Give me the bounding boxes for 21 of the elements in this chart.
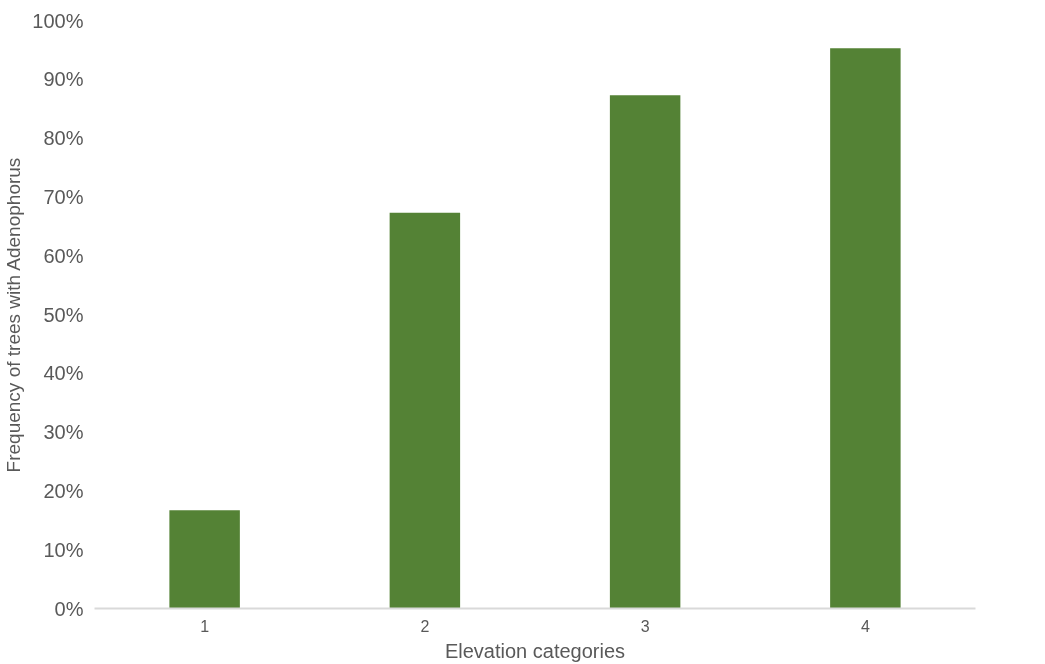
x-tick-label: 4: [860, 617, 870, 635]
bar: [389, 212, 461, 609]
y-tick-label: 50%: [43, 303, 84, 326]
x-tick-label: 2: [420, 617, 430, 635]
y-tick-label: 10%: [43, 538, 84, 561]
y-axis-title: Frequency of trees with Adenophorus: [3, 157, 25, 473]
y-tick-label: 40%: [43, 362, 84, 385]
y-tick-label: 70%: [43, 185, 84, 208]
bar: [830, 48, 901, 609]
x-axis-title: Elevation categories: [444, 639, 626, 662]
y-tick-label: 90%: [43, 68, 84, 91]
y-tick-label: 30%: [43, 421, 84, 444]
y-tick-label: 80%: [43, 127, 84, 150]
y-tick-label: 0%: [54, 597, 84, 620]
y-tick-label: 100%: [32, 9, 84, 32]
x-tick-label: 3: [640, 617, 650, 635]
y-tick-label: 60%: [43, 244, 84, 267]
bar: [169, 510, 240, 609]
y-tick-label: 20%: [43, 479, 84, 502]
x-tick-label: 1: [200, 617, 210, 635]
bar: [609, 95, 681, 609]
